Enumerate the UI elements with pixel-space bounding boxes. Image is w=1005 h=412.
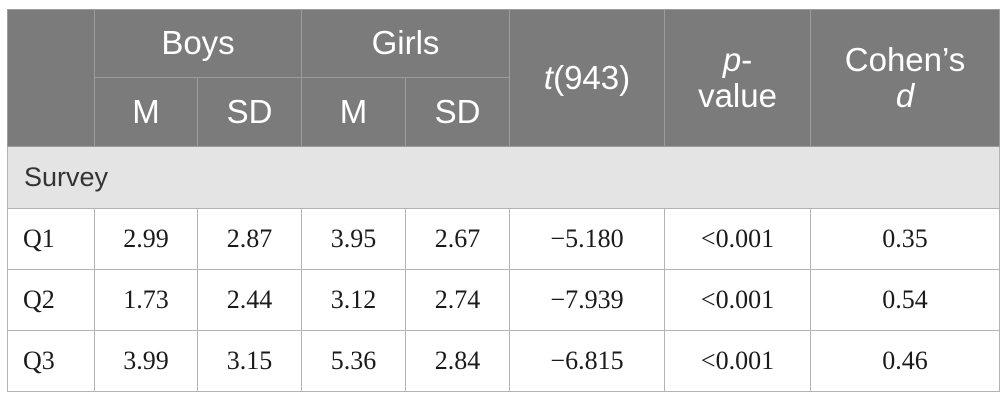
table-row: Q2 1.73 2.44 3.12 2.74 −7.939 <0.001 0.5… <box>7 269 1001 331</box>
header-p-value: p-value <box>664 9 812 147</box>
header-p-hyphen: - <box>741 40 753 78</box>
cell-p: <0.001 <box>664 208 812 270</box>
cell-d: 0.46 <box>810 330 1001 392</box>
header-girls-sd: SD <box>404 77 511 147</box>
cell-t: −7.939 <box>509 269 666 331</box>
header-t-df: (943) <box>553 58 631 96</box>
table-row: Q3 3.99 3.15 5.36 2.84 −6.815 <0.001 0.4… <box>7 330 1001 392</box>
header-p-value-word: value <box>698 77 777 114</box>
cell-girls-m: 5.36 <box>301 330 406 392</box>
header-girls: Girls <box>300 9 511 78</box>
cell-d: 0.54 <box>810 269 1001 331</box>
cell-girls-sd: 2.74 <box>404 269 511 331</box>
row-label: Q1 <box>7 208 95 270</box>
cell-t: −6.815 <box>509 330 666 392</box>
header-boys-sd: SD <box>197 77 302 147</box>
section-row: Survey <box>6 146 1001 209</box>
row-label: Q3 <box>7 330 95 392</box>
cell-p: <0.001 <box>664 269 812 331</box>
header-cohens-word: Cohen’s <box>844 40 966 78</box>
cell-boys-m: 3.99 <box>94 330 198 392</box>
results-table: Boys Girls t(943) p-value Cohen’s d M SD … <box>6 9 1001 392</box>
header-p-symbol: p <box>722 40 742 78</box>
table-header: Boys Girls t(943) p-value Cohen’s d M SD … <box>7 9 1001 147</box>
header-row-groups: Boys Girls t(943) p-value Cohen’s d <box>7 9 1001 147</box>
header-t-symbol: t <box>543 58 554 96</box>
header-boys-m: M <box>94 77 198 147</box>
table-body: Survey Q1 2.99 2.87 3.95 2.67 −5.180 <0.… <box>6 146 1001 392</box>
header-cohens-d: Cohen’s d <box>810 9 1001 147</box>
cell-boys-m: 1.73 <box>94 269 198 331</box>
header-d-symbol: d <box>895 77 915 114</box>
header-girls-m: M <box>301 77 406 147</box>
cell-boys-m: 2.99 <box>94 208 198 270</box>
cell-girls-m: 3.95 <box>301 208 406 270</box>
cell-boys-sd: 2.44 <box>197 269 302 331</box>
cell-boys-sd: 3.15 <box>197 330 302 392</box>
table-row: Q1 2.99 2.87 3.95 2.67 −5.180 <0.001 0.3… <box>7 208 1001 270</box>
header-blank-cell <box>7 9 95 147</box>
header-boys: Boys <box>94 9 302 78</box>
cell-t: −5.180 <box>509 208 666 270</box>
cell-boys-sd: 2.87 <box>197 208 302 270</box>
header-row-stats: M SD M SD <box>8 77 1000 147</box>
cell-girls-sd: 2.67 <box>404 208 511 270</box>
cell-girls-m: 3.12 <box>301 269 406 331</box>
cell-girls-sd: 2.84 <box>404 330 511 392</box>
cell-p: <0.001 <box>664 330 812 392</box>
cell-d: 0.35 <box>810 208 1001 270</box>
row-label: Q2 <box>7 269 95 331</box>
header-t-statistic: t(943) <box>509 9 666 147</box>
section-label-survey: Survey <box>6 146 1001 209</box>
